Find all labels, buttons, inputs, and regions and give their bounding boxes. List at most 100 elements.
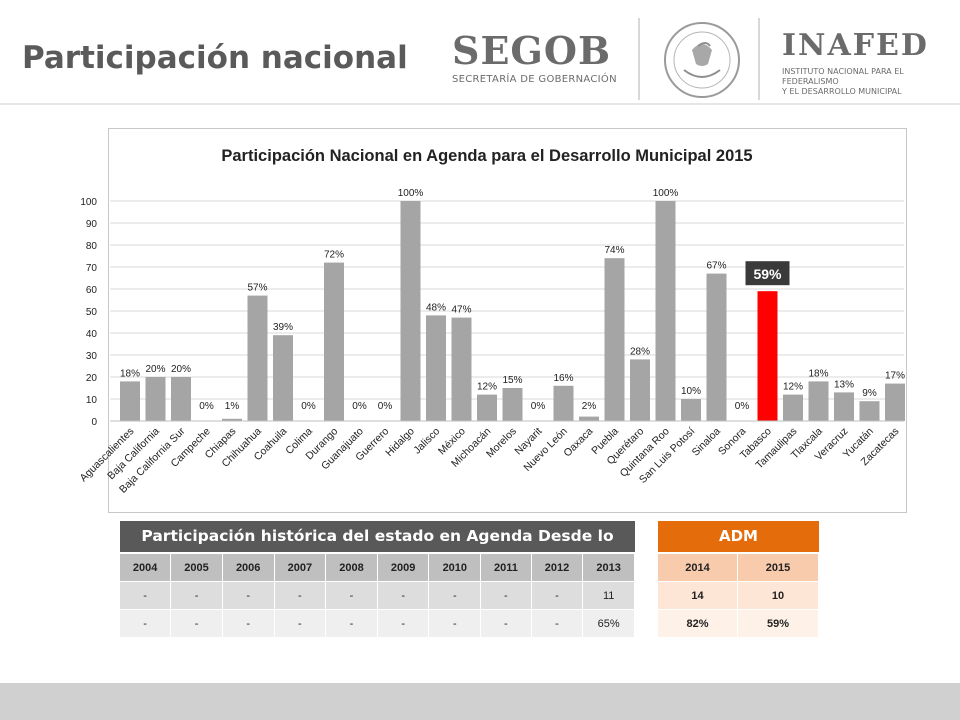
chart-canvas: Participación Nacional en Agenda para el… [78, 147, 906, 496]
table-cell: - [120, 581, 172, 610]
bar-value-label: 16% [553, 373, 573, 384]
y-tick-label: 40 [86, 329, 98, 340]
bar-value-label: 12% [477, 382, 497, 393]
inafed-subtitle-line1: INSTITUTO NACIONAL PARA EL FEDERALISMO [782, 67, 904, 86]
national-seal-icon [664, 22, 740, 98]
table-cell: 82% [658, 609, 738, 638]
bar-value-label: 74% [604, 245, 624, 256]
chart-bar [451, 317, 472, 421]
table-cell: - [120, 609, 172, 638]
table-cell: - [480, 609, 532, 638]
bar-value-label: 18% [120, 368, 140, 379]
table-row: - - - - - - - - - 11 [120, 581, 635, 610]
table-cell: - [480, 581, 532, 610]
bar-value-label: 10% [681, 386, 701, 397]
chart-bar [222, 418, 242, 421]
inafed-logo: INAFED INSTITUTO NACIONAL PARA EL FEDERA… [782, 28, 952, 96]
chart-bar [783, 394, 803, 421]
bar-value-label: 9% [862, 388, 877, 399]
chart-bar [247, 295, 268, 421]
bar-value-label: 18% [808, 368, 828, 379]
table-cell: 59% [737, 609, 819, 638]
chart-bar [630, 359, 650, 421]
y-tick-label: 100 [80, 197, 97, 208]
y-tick-label: 90 [86, 219, 98, 230]
bar-value-label: 72% [324, 250, 344, 261]
table-cell: - [428, 609, 482, 638]
chart-plot-group: 010203040506070809010018%Aguascalientes2… [78, 188, 906, 496]
table-cell: 10 [737, 581, 819, 610]
chart-title: Participación Nacional en Agenda para el… [221, 147, 752, 165]
x-category-label: Hidalgo [383, 425, 417, 459]
table-cell: - [428, 581, 482, 610]
participation-chart: Participación Nacional en Agenda para el… [78, 128, 907, 513]
historic-year-2011: 2011 [480, 554, 532, 582]
bar-value-label: 67% [706, 261, 726, 272]
y-tick-label: 30 [86, 351, 98, 362]
table-cell: 65% [582, 609, 635, 638]
bar-value-label: 20% [171, 364, 191, 375]
bar-value-label: 0% [352, 401, 367, 412]
chart-bar [553, 385, 574, 421]
x-category-label: Sinaloa [690, 425, 723, 458]
table-cell: - [274, 609, 327, 638]
y-tick-label: 10 [86, 395, 98, 406]
y-tick-label: 20 [86, 373, 98, 384]
table-row: 14 10 [658, 581, 819, 610]
chart-bar [145, 377, 166, 421]
y-tick-label: 50 [86, 307, 98, 318]
chart-bar [120, 381, 140, 421]
page-title: Participación nacional [22, 40, 408, 76]
table-cell: - [377, 609, 430, 638]
x-category-label: Oaxaca [561, 425, 595, 459]
historic-year-2013: 2013 [582, 554, 635, 582]
chart-bar [834, 392, 854, 421]
bar-value-label: 0% [531, 401, 546, 412]
historic-year-2004: 2004 [120, 554, 172, 582]
table-cell: - [274, 581, 327, 610]
highlight-callout-box [745, 261, 790, 286]
historic-year-2006: 2006 [222, 554, 275, 582]
table-row: 82% 59% [658, 609, 819, 638]
y-tick-label: 0 [91, 417, 97, 428]
chart-bar [808, 381, 829, 421]
bar-value-label: 0% [301, 401, 316, 412]
chart-bar [885, 383, 905, 421]
historic-table: 2004 2005 2006 2007 2008 2009 2010 2011 … [120, 554, 635, 638]
logo-divider [638, 18, 640, 100]
header-divider [0, 103, 960, 105]
segob-subtitle: SECRETARÍA DE GOBERNACIÓN [452, 74, 617, 85]
chart-bar [655, 201, 676, 421]
bar-value-label: 20% [145, 364, 165, 375]
inafed-name: INAFED [782, 28, 929, 63]
bar-value-label: 28% [630, 346, 650, 357]
historic-year-2012: 2012 [531, 554, 584, 582]
chart-bar [426, 315, 446, 421]
table-cell: 11 [582, 581, 635, 610]
adm-year-2015: 2015 [737, 554, 819, 582]
historic-header-row: 2004 2005 2006 2007 2008 2009 2010 2011 … [120, 554, 635, 582]
bar-value-label: 57% [247, 283, 267, 294]
adm-table-title: ADM [658, 521, 819, 552]
bar-value-label: 0% [378, 401, 393, 412]
table-cell: - [531, 581, 584, 610]
segob-logo: SEGOB SECRETARÍA DE GOBERNACIÓN [452, 28, 622, 90]
inafed-subtitle: INSTITUTO NACIONAL PARA EL FEDERALISMO Y… [782, 67, 952, 97]
bar-value-label: 0% [735, 401, 750, 412]
bar-value-label: 100% [653, 188, 679, 199]
bar-value-label: 15% [502, 375, 522, 386]
footer-bar [0, 683, 960, 720]
table-cell: - [325, 609, 378, 638]
chart-bar [604, 258, 625, 421]
historic-year-2008: 2008 [325, 554, 378, 582]
segob-name: SEGOB [452, 28, 612, 73]
table-cell: - [222, 581, 275, 610]
chart-bar [859, 401, 880, 421]
adm-header-row: 2014 2015 [658, 554, 819, 582]
historic-year-2005: 2005 [170, 554, 223, 582]
chart-bar [579, 416, 599, 421]
logo-divider-2 [758, 18, 760, 100]
bar-value-label: 13% [834, 379, 854, 390]
adm-table: 2014 2015 14 10 82% 59% [658, 554, 819, 638]
bar-value-label: 12% [783, 382, 803, 393]
